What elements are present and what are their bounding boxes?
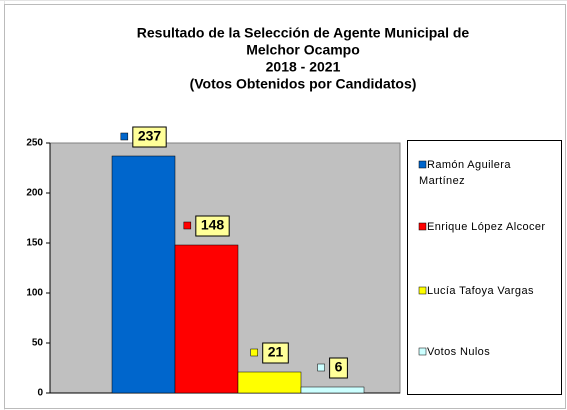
data-label-text: 6 [335, 359, 343, 375]
bar [111, 155, 176, 394]
data-label-box [132, 126, 167, 148]
legend-label: Ramón Aguilera Martínez [419, 159, 511, 187]
chart-title: Melchor Ocampo [246, 42, 360, 58]
legend-label: Votos Nulos [427, 346, 490, 358]
legend-swatch [418, 347, 427, 356]
legend-swatch [418, 286, 427, 295]
data-label-text: 148 [201, 217, 225, 233]
bar [237, 371, 302, 394]
data-label-box [329, 357, 348, 379]
legend-box [407, 140, 562, 395]
legend-label: Lucía Tafoya Vargas [427, 285, 534, 297]
y-tick-label: 50 [32, 338, 44, 349]
data-label: 148 [183, 215, 230, 237]
data-label-text: 21 [268, 344, 284, 360]
y-tick-label: 200 [26, 188, 43, 199]
y-tick-label: 100 [26, 288, 43, 299]
data-label-key [317, 363, 325, 372]
y-tick-label: 0 [37, 388, 43, 399]
data-label-text: 237 [138, 128, 162, 144]
bar [300, 386, 365, 394]
chart-title: 2018 - 2021 [266, 59, 341, 75]
chart-title: Resultado de la Selección de Agente Muni… [137, 25, 470, 41]
legend-swatch [418, 160, 427, 169]
chart-title: (Votos Obtenidos por Candidatos) [190, 76, 417, 92]
data-label: 237 [120, 126, 167, 148]
legend-swatch [418, 222, 427, 231]
data-label-key [120, 132, 129, 141]
y-tick-label: 250 [26, 138, 43, 149]
data-label-box [195, 215, 230, 237]
data-label: 21 [250, 342, 289, 364]
data-label-key [250, 348, 258, 357]
data-label-key [183, 221, 192, 230]
data-label-box [262, 342, 289, 364]
legend-label: Enrique López Alcocer [427, 221, 545, 233]
y-tick-label: 150 [26, 238, 43, 249]
data-label: 6 [317, 357, 348, 379]
bar [174, 244, 239, 394]
